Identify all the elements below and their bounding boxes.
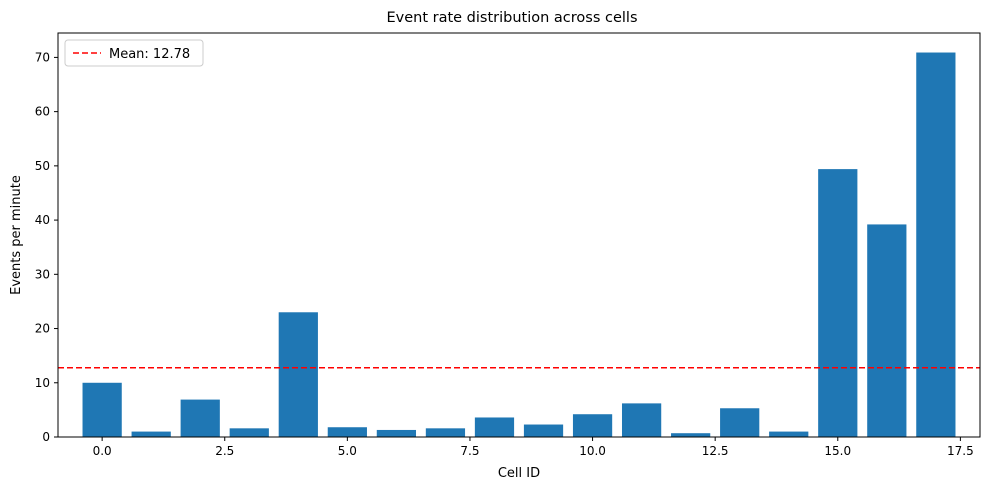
- bar-cell-13: [720, 408, 760, 437]
- bar-cell-8: [474, 417, 515, 437]
- bar-cell-3: [229, 428, 269, 437]
- legend-mean-label: Mean: 12.78: [109, 47, 190, 62]
- x-tick-label: 10.0: [579, 444, 606, 458]
- bar-cell-7: [425, 428, 466, 437]
- y-tick-label: 10: [35, 376, 50, 390]
- x-tick-label: 2.5: [215, 444, 234, 458]
- x-axis-label: Cell ID: [498, 466, 540, 481]
- bar-cell-10: [572, 414, 613, 437]
- plot-frame: [57, 32, 981, 438]
- bar-cell-14: [769, 431, 809, 437]
- y-axis-ticks: 0 10 20 30 40 50 60 70: [35, 50, 58, 444]
- bar-cell-4: [278, 312, 318, 437]
- y-tick-label: 30: [35, 267, 50, 281]
- y-tick-label: 40: [35, 213, 50, 227]
- x-axis-ticks: 0.0 2.5 5.0 7.5 10.0 12.5 15.0 17.5: [93, 437, 974, 458]
- x-tick-label: 15.0: [824, 444, 851, 458]
- x-tick-label: 0.0: [93, 444, 112, 458]
- chart-title: Event rate distribution across cells: [386, 10, 637, 26]
- bar-cell-15: [818, 169, 858, 438]
- x-tick-label: 5.0: [338, 444, 357, 458]
- bar-cell-17: [916, 52, 956, 437]
- y-axis-label: Events per minute: [9, 175, 24, 295]
- x-tick-label: 7.5: [460, 444, 479, 458]
- bar-cell-12: [671, 433, 711, 437]
- bar-cell-5: [327, 427, 367, 437]
- bar-cell-6: [376, 429, 417, 437]
- y-tick-label: 70: [35, 50, 50, 64]
- x-tick-label: 17.5: [947, 444, 974, 458]
- y-tick-label: 60: [35, 105, 50, 119]
- bar-cell-2: [180, 399, 220, 437]
- legend: Mean: 12.78: [64, 39, 204, 67]
- x-tick-label: 12.5: [702, 444, 729, 458]
- bar-cell-9: [523, 424, 564, 437]
- y-tick-label: 20: [35, 322, 50, 336]
- legend-box: [64, 39, 204, 67]
- bar-cell-11: [621, 403, 662, 437]
- bars-group: [82, 52, 956, 438]
- bar-cell-0: [82, 382, 122, 437]
- bar-cell-1: [131, 431, 171, 437]
- bar-cell-16: [867, 224, 907, 437]
- y-tick-label: 50: [35, 159, 50, 173]
- y-tick-label: 0: [42, 430, 50, 444]
